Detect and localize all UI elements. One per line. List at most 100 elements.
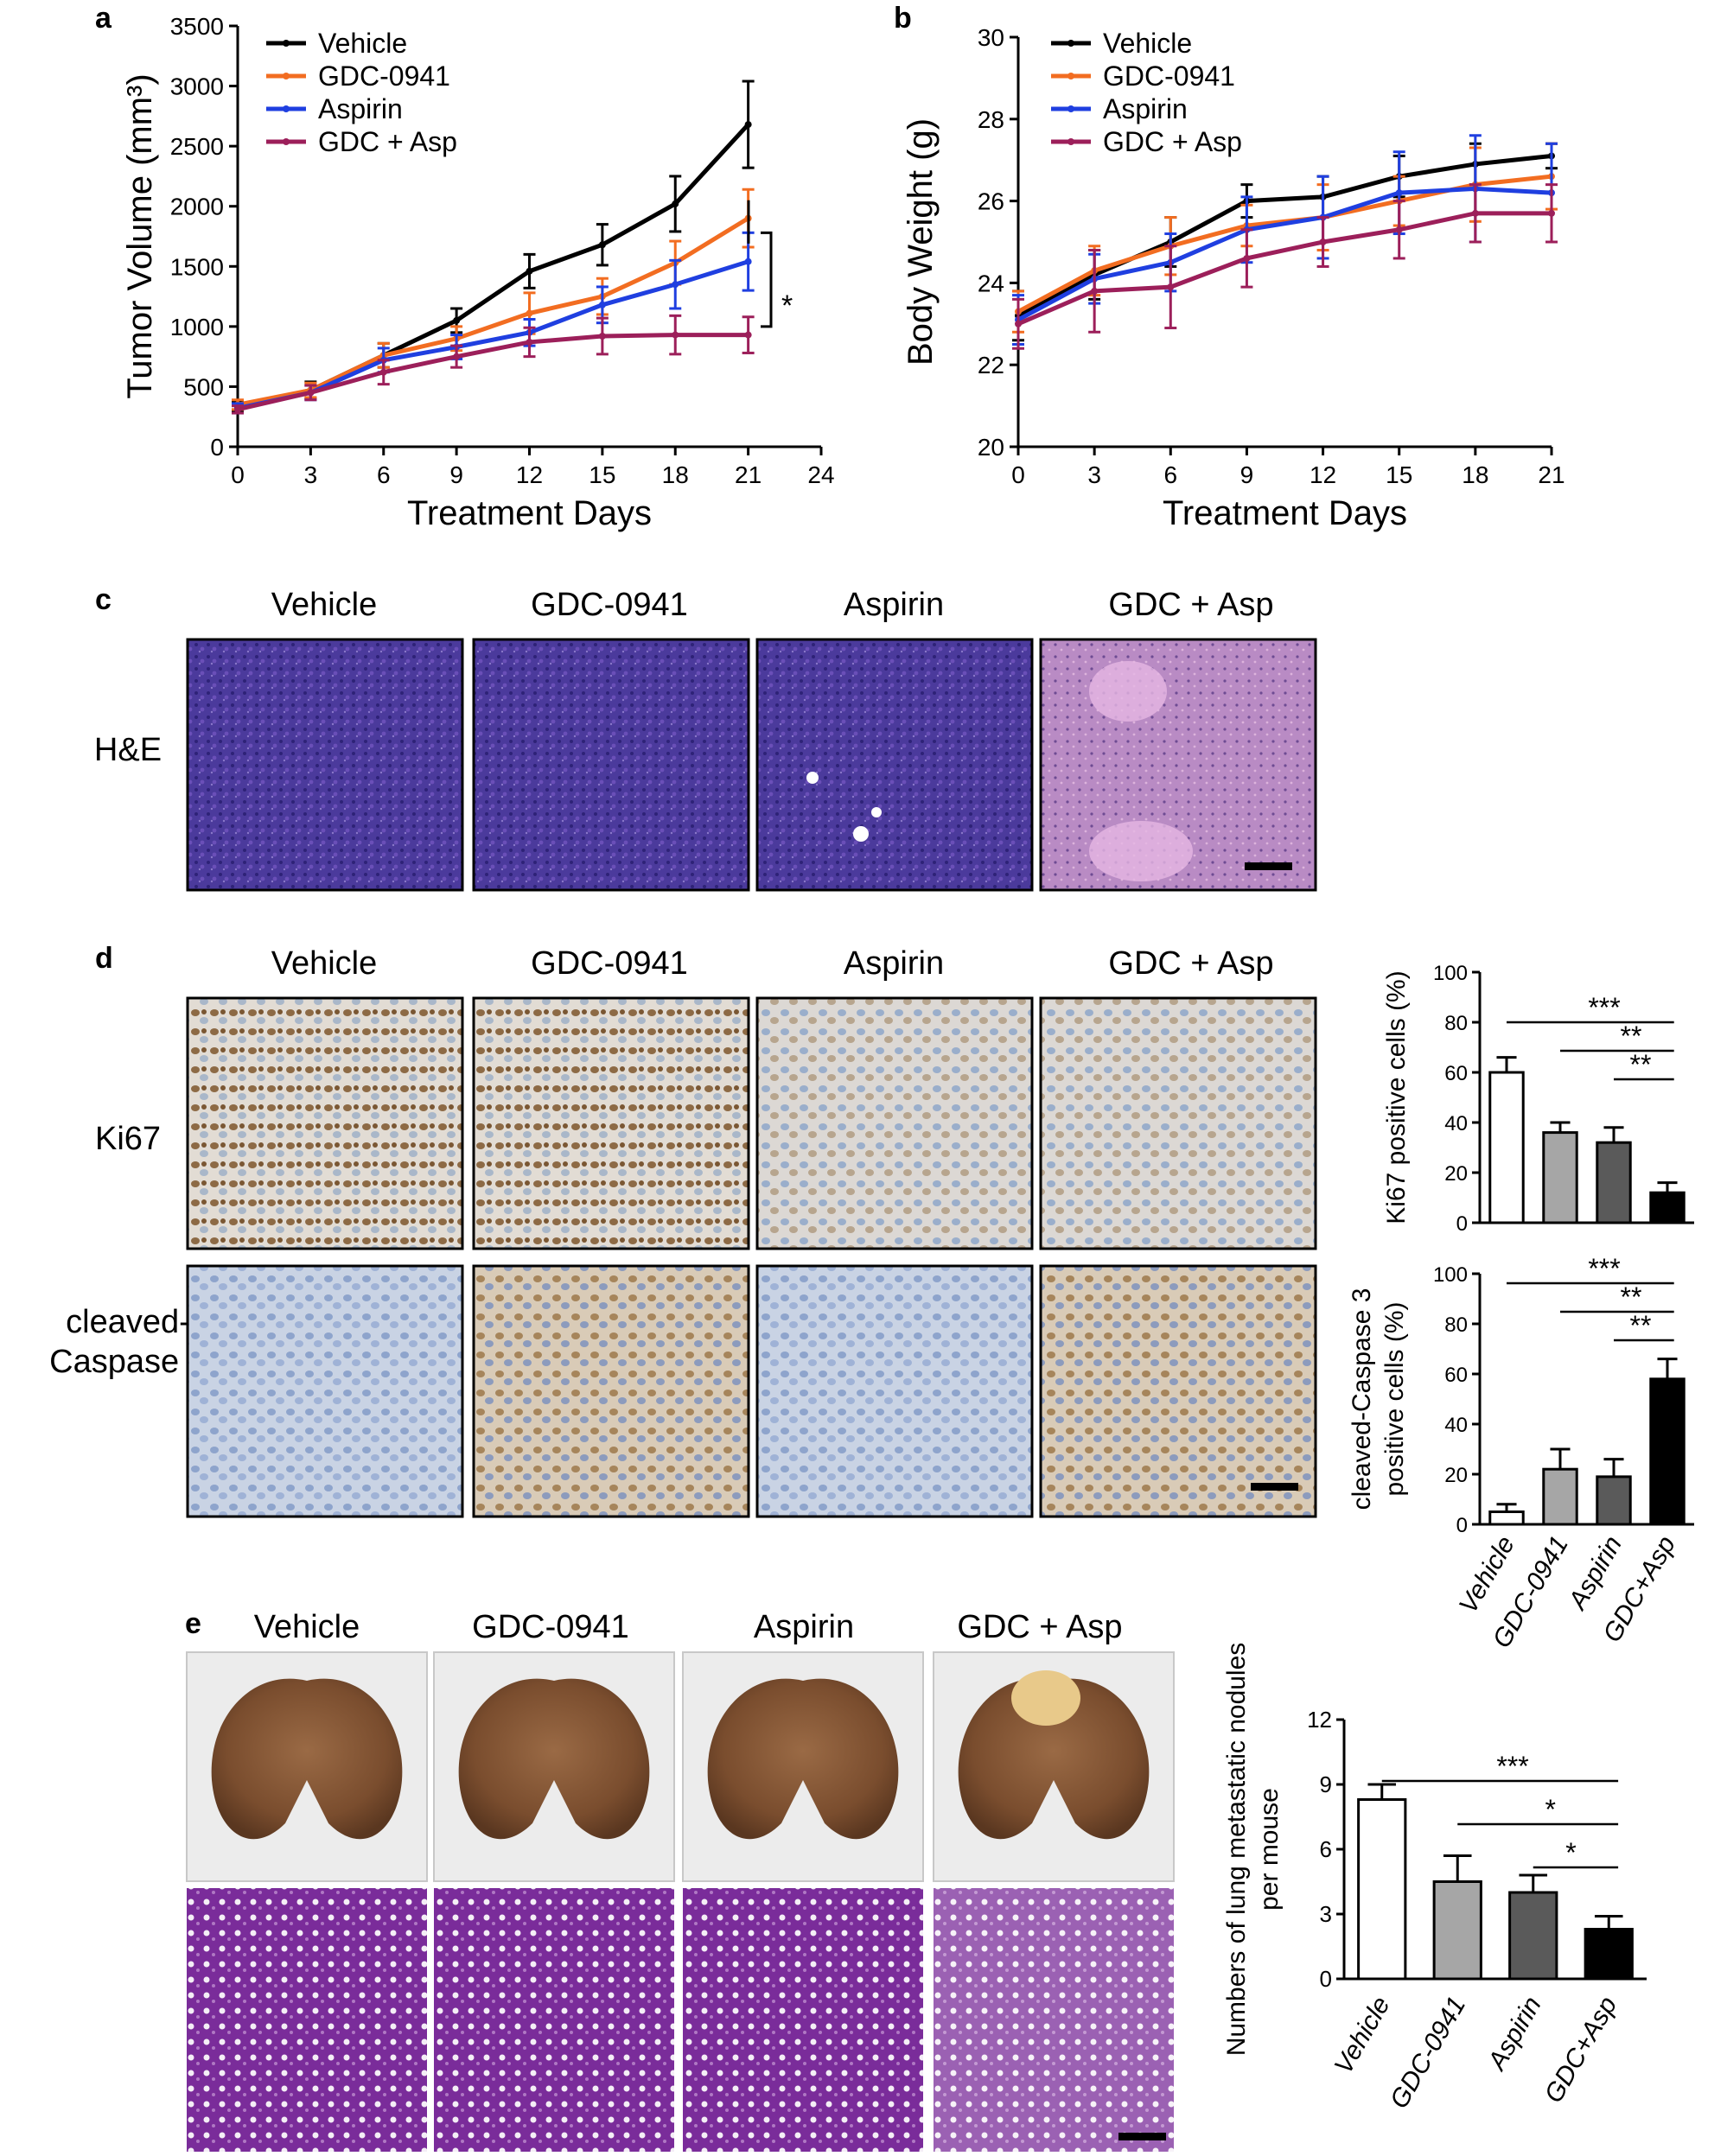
row-label-casp3-2: Caspase 3 — [49, 1344, 207, 1380]
y-tick-label: 20 — [1444, 1464, 1468, 1487]
legend-label: Vehicle — [1103, 28, 1192, 59]
series-line-3 — [1017, 211, 1552, 327]
y-tick-label: 3 — [1320, 1901, 1332, 1927]
data-point — [1395, 189, 1403, 197]
y-axis-title: positive cells (%) — [1380, 1301, 1409, 1496]
row-label-casp3-1: cleaved- — [66, 1304, 190, 1340]
significance-label: ** — [1630, 1310, 1652, 1341]
scale-bar — [1251, 1483, 1298, 1491]
lung-photo-gdc — [458, 1678, 650, 1840]
casp3-image-combo — [1039, 1264, 1317, 1518]
lung-photo-aspirin — [707, 1678, 899, 1840]
col-header-gdc: GDC-0941 — [472, 1609, 629, 1645]
panel-label-b: b — [894, 2, 912, 35]
legend-label: GDC-0941 — [318, 60, 450, 92]
tumor-volume-chart: 0 500 1000 1500 2000 2500 3000 3500 0 3 6 9 12 15 18 21… — [121, 13, 835, 532]
x-tick-label: 12 — [1310, 461, 1336, 488]
data-point — [672, 331, 679, 339]
lung-he-vehicle — [187, 1888, 427, 2152]
x-tick-label: GDC-0941 — [1385, 1992, 1471, 2114]
y-tick-label: 500 — [183, 373, 224, 400]
lung-photo-vehicle — [211, 1678, 403, 1840]
data-point — [1395, 226, 1403, 233]
row-label-ki67: Ki67 — [95, 1121, 161, 1157]
x-axis-title: Treatment Days — [407, 494, 652, 532]
y-axis-title: Ki67 positive cells (%) — [1382, 970, 1411, 1224]
lung-he-combo — [934, 1888, 1174, 2152]
x-tick-label: 18 — [1462, 461, 1488, 488]
y-tick-label: 1000 — [170, 314, 224, 340]
series-line-3 — [237, 333, 749, 412]
significance-bracket — [761, 231, 773, 328]
y-axis-title: cleaved-Caspase 3 — [1348, 1288, 1376, 1510]
bar-1 — [1542, 1467, 1578, 1526]
y-tick-label: 3000 — [170, 73, 224, 100]
y-tick-label: 40 — [1444, 1112, 1468, 1135]
bar-0 — [1357, 1798, 1407, 1981]
casp3-image-aspirin — [755, 1264, 1034, 1518]
ki67-image-aspirin — [755, 996, 1034, 1250]
y-tick-label: 24 — [978, 270, 1004, 296]
bar-3 — [1649, 1191, 1686, 1224]
x-tick-label: 9 — [1240, 461, 1254, 488]
y-tick-label: 0 — [1456, 1514, 1468, 1537]
legend-marker — [1067, 40, 1074, 47]
significance-label: ** — [1621, 1021, 1642, 1052]
necrosis-area — [1089, 661, 1167, 722]
he-image-vehicle — [186, 638, 464, 892]
bar-2 — [1508, 1891, 1558, 1981]
y-tick-label: 2000 — [170, 194, 224, 220]
data-point — [744, 331, 752, 339]
y-axis-title: Tumor Volume (mm³) — [121, 73, 159, 398]
panel-c-he: Vehicle GDC-0941 Aspirin GDC + Asp H&E — [94, 587, 1317, 892]
significance-label: *** — [1588, 1253, 1620, 1284]
data-point — [453, 316, 461, 324]
x-tick-label: 24 — [807, 461, 834, 488]
legend-label: Vehicle — [318, 28, 407, 59]
data-point — [1319, 238, 1327, 245]
x-tick-label: 0 — [1011, 461, 1025, 488]
y-tick-label: 30 — [978, 24, 1004, 51]
data-point — [526, 338, 533, 346]
panel-d-ihc: Vehicle GDC-0941 Aspirin GDC + Asp Ki67 … — [49, 945, 1317, 1518]
data-point — [453, 353, 461, 360]
legend-label: Aspirin — [318, 93, 403, 124]
data-point — [379, 368, 387, 376]
vacuole — [806, 772, 819, 784]
bar-0 — [1488, 1510, 1525, 1526]
ki67-image-gdc — [472, 996, 750, 1250]
y-tick-label: 2500 — [170, 133, 224, 160]
scale-bar — [1245, 862, 1292, 870]
y-axis-title: Numbers of lung metastatic nodules — [1222, 1643, 1251, 2057]
panel-e-lungs: Vehicle GDC-0941 Aspirin GDC + Asp — [186, 1609, 1175, 2152]
casp3-image-gdc — [472, 1264, 750, 1518]
col-header-combo: GDC + Asp — [1108, 587, 1273, 623]
y-tick-label: 22 — [978, 352, 1004, 378]
col-header-aspirin: Aspirin — [754, 1609, 854, 1645]
series-line-0 — [1016, 153, 1552, 318]
significance-label: *** — [1588, 992, 1620, 1023]
significance-label: *** — [1496, 1751, 1528, 1782]
data-point — [744, 121, 752, 129]
bar-1 — [1432, 1880, 1482, 1981]
legend-marker — [283, 138, 290, 145]
data-point — [307, 389, 315, 397]
y-tick-label: 6 — [1320, 1836, 1332, 1862]
data-point — [1471, 209, 1479, 217]
col-header-gdc: GDC-0941 — [531, 587, 688, 623]
y-tick-label: 20 — [1444, 1162, 1468, 1186]
col-header-combo: GDC + Asp — [1108, 945, 1273, 982]
necrosis-area — [1089, 821, 1193, 881]
panel-label-a: a — [95, 2, 112, 35]
y-tick-label: 1500 — [170, 253, 224, 280]
x-axis-title: Treatment Days — [1163, 494, 1407, 532]
legend-marker — [1067, 105, 1074, 112]
x-tick-label: 6 — [1163, 461, 1177, 488]
significance-label: ** — [1621, 1282, 1642, 1313]
col-header-aspirin: Aspirin — [844, 945, 944, 982]
data-point — [1243, 254, 1251, 262]
data-point — [526, 267, 533, 275]
x-tick-label: 0 — [231, 461, 245, 488]
x-tick-label: 12 — [516, 461, 543, 488]
